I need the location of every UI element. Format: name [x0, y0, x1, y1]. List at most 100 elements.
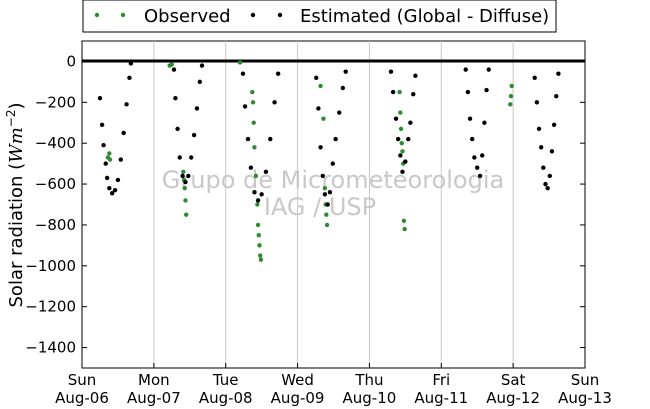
x-tick-label-day: Tue: [212, 371, 239, 389]
vertical-grid: [153, 41, 514, 368]
estimated-point: [104, 175, 110, 181]
observed-point: [183, 198, 188, 203]
estimated-point: [475, 165, 480, 170]
estimated-point: [199, 63, 205, 68]
estimated-point: [175, 126, 180, 132]
estimated-point: [255, 198, 261, 203]
legend-estimated-marker-1: [250, 12, 256, 18]
estimated-point: [543, 181, 548, 187]
estimated-point: [275, 71, 281, 76]
estimated-point: [327, 190, 333, 195]
observed-point: [399, 140, 404, 146]
watermark-line-2: IAG / USP: [264, 193, 376, 221]
legend-observed-marker-1: [94, 12, 100, 18]
estimated-point: [186, 173, 191, 179]
estimated-point: [197, 79, 203, 85]
estimated-point: [337, 110, 342, 115]
estimated-point: [263, 169, 269, 174]
observed-point: [251, 120, 256, 125]
y-tick-label: −800: [35, 216, 76, 234]
estimated-point: [538, 145, 544, 150]
observed-point: [250, 100, 256, 105]
estimated-point: [128, 61, 134, 66]
estimated-point: [194, 106, 200, 111]
estimated-point: [248, 165, 254, 170]
estimated-point: [118, 157, 124, 162]
legend-observed-label: Observed: [144, 6, 231, 27]
estimated-point: [322, 192, 328, 197]
estimated-point: [101, 143, 106, 148]
estimated-point: [252, 190, 257, 195]
estimated-point: [480, 153, 485, 158]
estimated-point: [484, 87, 489, 93]
observed-point: [258, 257, 264, 262]
estimated-point: [121, 130, 126, 136]
observed-point: [252, 145, 257, 150]
observed-point: [107, 157, 113, 162]
legend-observed-marker-2: [120, 12, 126, 18]
estimated-point: [240, 71, 246, 76]
x-tick-label-day: Sun: [571, 371, 600, 389]
estimated-point: [112, 187, 118, 193]
estimated-point: [545, 185, 550, 191]
estimated-point: [325, 202, 330, 207]
estimated-point: [469, 136, 475, 142]
estimated-point: [403, 159, 408, 164]
x-tick-label-day: Sat: [501, 371, 526, 389]
estimated-point: [259, 192, 264, 197]
estimated-point: [406, 136, 411, 142]
estimated-point: [171, 67, 177, 72]
estimated-point: [127, 75, 132, 80]
estimated-point: [340, 85, 346, 91]
observed-point: [255, 202, 260, 207]
y-tick-label: −200: [35, 93, 76, 111]
estimated-point: [316, 106, 321, 111]
observed-point: [182, 185, 187, 191]
estimated-point: [467, 116, 473, 121]
estimated-point: [268, 136, 273, 142]
x-tick-label-date: Aug-06: [55, 389, 109, 407]
estimated-point: [541, 165, 546, 170]
estimated-point: [314, 75, 319, 80]
watermark-line-1: Grupo de Micrometeorologia: [162, 166, 504, 194]
y-axis-label-exponent: −2: [4, 110, 18, 128]
estimated-point: [393, 116, 399, 121]
plot-area: Grupo de Micrometeorologia IAG / USP 0 −2…: [25, 40, 612, 407]
x-tick-label-date: Aug-09: [271, 389, 325, 407]
legend-estimated-label: Estimated (Global - Diffuse): [300, 6, 549, 27]
estimated-point: [398, 153, 403, 158]
observed-point: [258, 253, 263, 258]
plot-frame: [81, 40, 586, 369]
estimated-point: [395, 136, 401, 142]
estimated-point: [482, 120, 487, 125]
estimated-point: [408, 120, 413, 125]
x-axis-ticks: SunAug-06MonAug-07TueAug-08WedAug-09ThuA…: [55, 363, 612, 407]
estimated-point: [486, 67, 491, 72]
observed-point: [322, 185, 328, 191]
estimated-point: [411, 91, 416, 97]
observed-point: [181, 169, 186, 174]
estimated-point: [183, 179, 188, 185]
y-axis-label-close: ): [6, 102, 27, 109]
observed-point: [255, 222, 261, 228]
observed-point: [257, 243, 262, 248]
estimated-point: [245, 136, 251, 142]
observed-point: [508, 93, 514, 99]
estimated-point: [465, 89, 471, 95]
estimated-point: [554, 93, 559, 99]
estimated-point: [272, 100, 277, 105]
estimated-point: [343, 69, 348, 74]
legend-frame: [82, 0, 557, 33]
estimated-point: [330, 161, 335, 166]
y-tick-label: −400: [35, 134, 76, 152]
estimated-point: [413, 73, 418, 78]
y-tick-label: −1400: [25, 339, 76, 357]
legend: Observed Estimated (Global - Diffuse): [82, 0, 557, 33]
observed-point: [401, 218, 407, 224]
y-axis-ticks: 0 −200 −400 −600 −800 −1000 −1200 −1400: [25, 52, 585, 357]
observed-point: [169, 62, 175, 67]
x-tick-label-date: Aug-11: [414, 389, 468, 407]
x-tick-label-day: Wed: [281, 371, 314, 389]
x-tick-label-day: Sun: [68, 371, 97, 389]
